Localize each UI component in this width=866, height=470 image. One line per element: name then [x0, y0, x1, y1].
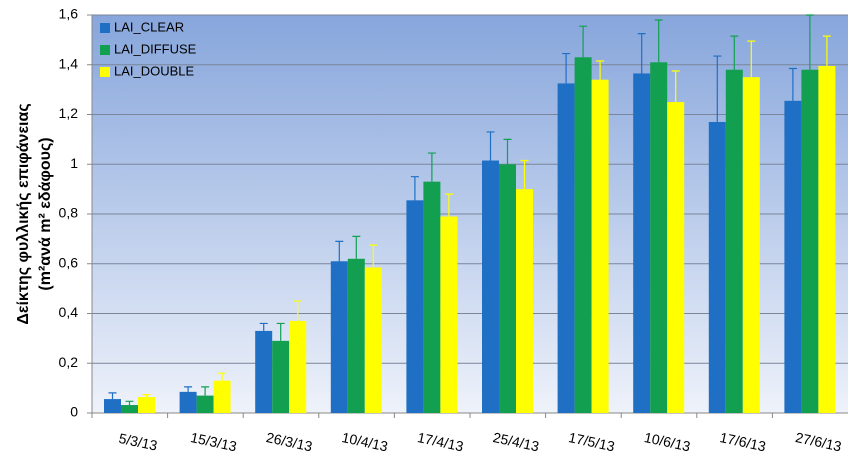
bar	[138, 397, 155, 413]
error-bar	[520, 159, 529, 190]
bar	[272, 340, 290, 413]
y-label-line: (m²ανά m² εδάφους)	[37, 137, 54, 290]
y-tick-label: 0,2	[59, 354, 79, 370]
bar	[440, 216, 458, 413]
error-bar	[562, 52, 571, 84]
y-tick-label: 1,4	[59, 55, 79, 71]
legend-label: LAI_DIFFUSE	[114, 41, 197, 56]
x-tick-label: 10/4/13	[340, 429, 389, 454]
y-tick-label: 1	[70, 155, 78, 171]
legend-swatch	[100, 45, 110, 55]
y-tick-label: 0,6	[59, 254, 79, 270]
x-tick-label: 26/3/13	[265, 429, 314, 454]
y-tick-label: 0	[70, 404, 78, 420]
x-tick-label: 10/6/13	[643, 429, 692, 454]
error-bar	[713, 55, 722, 122]
error-bar	[276, 322, 285, 341]
error-bar	[427, 152, 436, 182]
error-bar	[335, 240, 344, 262]
bar	[633, 73, 651, 414]
bar	[708, 121, 726, 414]
legend-label: LAI_CLEAR	[114, 19, 184, 34]
bar	[423, 181, 441, 413]
error-bar	[410, 176, 419, 201]
bar	[499, 164, 516, 413]
bar	[347, 258, 365, 413]
y-axis-label: Δείκτης φυλλικής επιφάνειας (m²ανά m² εδ…	[15, 103, 54, 324]
bar	[364, 267, 382, 413]
bar	[179, 391, 197, 413]
legend-swatch	[100, 23, 110, 33]
bar	[330, 261, 348, 413]
x-tick-label: 5/3/13	[117, 430, 159, 454]
bar	[104, 399, 121, 413]
error-bar	[503, 138, 512, 165]
error-bar	[486, 131, 495, 161]
error-bar	[805, 14, 814, 70]
x-tick-label: 15/3/13	[189, 429, 238, 454]
bar	[591, 79, 609, 414]
error-bar	[671, 70, 680, 103]
bar	[213, 380, 231, 413]
bar	[801, 69, 819, 413]
x-tick-label: 17/5/13	[567, 429, 616, 454]
bar	[557, 83, 575, 413]
bar	[742, 77, 760, 413]
error-bar	[125, 400, 134, 406]
y-label-line: Δείκτης φυλλικής επιφάνειας	[15, 103, 32, 324]
y-tick-label: 0,8	[59, 205, 79, 221]
y-tick-label: 0,4	[59, 304, 79, 320]
error-bar	[579, 25, 588, 58]
error-bar	[637, 33, 646, 74]
error-bar	[788, 67, 797, 101]
bar	[516, 189, 533, 413]
error-bar	[352, 235, 361, 259]
x-tick-label: 27/6/13	[794, 429, 843, 454]
error-bar	[259, 322, 268, 331]
error-bar	[293, 300, 302, 321]
bar	[196, 395, 214, 413]
bar	[482, 160, 499, 413]
bar	[289, 320, 307, 413]
error-bar	[822, 35, 831, 66]
bar	[406, 200, 424, 413]
error-bar	[596, 60, 605, 80]
error-bar	[142, 393, 151, 398]
bar	[121, 405, 138, 413]
error-bar	[201, 386, 210, 396]
bar	[650, 62, 668, 413]
x-tick-label: 25/4/13	[492, 429, 541, 454]
bar	[255, 330, 273, 413]
x-tick-label: 17/6/13	[718, 429, 767, 454]
error-bar	[654, 19, 663, 63]
bar	[784, 100, 802, 413]
error-bar	[218, 372, 227, 381]
error-bar	[108, 392, 117, 400]
error-bar	[730, 35, 739, 70]
error-bar	[444, 193, 453, 217]
bar	[667, 102, 685, 413]
bar	[725, 69, 743, 413]
bar	[818, 65, 836, 414]
error-bar	[184, 386, 193, 392]
bar	[574, 57, 592, 413]
x-tick-label: 17/4/13	[416, 429, 465, 454]
legend-swatch	[100, 67, 110, 77]
y-tick-label: 1,2	[59, 105, 79, 121]
y-tick-label: 1,6	[59, 6, 79, 22]
error-bar	[747, 40, 756, 78]
error-bar	[369, 244, 378, 268]
legend-label: LAI_DOUBLE	[114, 63, 195, 78]
